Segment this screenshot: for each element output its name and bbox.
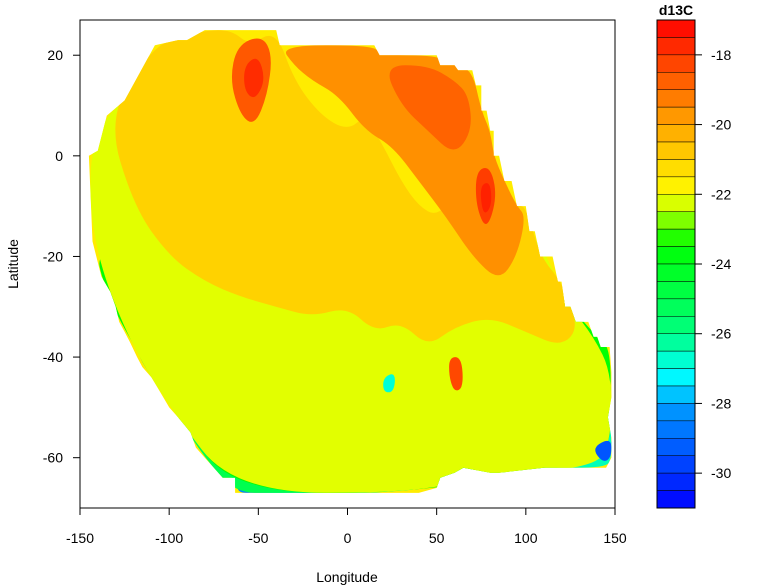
y-axis-title: Latitude xyxy=(5,239,21,289)
y-axis: 20 0 -20 -40 -60 xyxy=(43,47,81,466)
contour-band-16 xyxy=(595,440,612,461)
x-tick-label: -100 xyxy=(155,530,183,546)
colorbar-tick-label: -30 xyxy=(711,465,731,481)
x-tick-label: 0 xyxy=(344,530,352,546)
colorbar-swatch xyxy=(656,228,696,247)
contour-field xyxy=(88,30,612,493)
colorbar-swatch xyxy=(656,350,696,369)
y-tick-label: 0 xyxy=(55,148,63,164)
colorbar-swatch xyxy=(656,263,696,282)
x-tick-label: 100 xyxy=(514,530,538,546)
colorbar-swatch xyxy=(656,385,696,404)
contour-band-9 xyxy=(389,65,471,150)
colorbar-swatch xyxy=(656,194,696,212)
colorbar: -18 -20 -22 -24 -26 -28 -30 xyxy=(656,19,731,509)
colorbar-swatch xyxy=(656,298,696,317)
colorbar-tick-label: -24 xyxy=(711,256,731,272)
colorbar-swatch xyxy=(656,333,696,352)
colorbar-swatch xyxy=(656,54,696,73)
colorbar-swatch xyxy=(656,368,696,387)
colorbar-swatch xyxy=(656,472,696,491)
colorbar-swatch xyxy=(656,159,696,178)
colorbar-swatch xyxy=(656,124,696,143)
y-tick-label: 20 xyxy=(47,47,63,63)
contour-band-13 xyxy=(480,183,492,213)
x-axis-title: Longitude xyxy=(316,569,378,585)
colorbar-tick-label: -18 xyxy=(711,47,731,63)
y-tick-label: -20 xyxy=(43,248,63,264)
colorbar-swatch xyxy=(656,281,696,300)
x-tick-label: 150 xyxy=(603,530,627,546)
contour-band-11 xyxy=(244,58,264,98)
colorbar-swatch xyxy=(656,403,696,422)
colorbar-tick-label: -28 xyxy=(711,395,731,411)
x-axis: -150 -100 -50 0 50 100 150 xyxy=(66,507,627,546)
colorbar-tick-label: -22 xyxy=(711,186,731,202)
colorbar-swatch xyxy=(656,141,696,160)
colorbar-swatch xyxy=(656,37,696,56)
colorbar-swatch xyxy=(656,89,696,108)
contour-band-7 xyxy=(115,30,575,343)
colorbar-swatch xyxy=(656,211,696,230)
colorbar-swatch xyxy=(656,19,696,38)
x-tick-label: 50 xyxy=(429,530,445,546)
colorbar-swatch xyxy=(656,420,696,439)
colorbar-swatch xyxy=(656,490,696,509)
colorbar-swatch xyxy=(656,455,696,474)
colorbar-tick-label: -26 xyxy=(711,326,731,342)
colorbar-swatch xyxy=(656,72,696,90)
x-tick-label: -50 xyxy=(248,530,268,546)
y-tick-label: -40 xyxy=(43,349,63,365)
y-tick-label: -60 xyxy=(43,450,63,466)
x-tick-label: -150 xyxy=(66,530,94,546)
colorbar-swatch xyxy=(656,176,696,195)
contour-band-14 xyxy=(449,357,463,391)
colorbar-swatch xyxy=(656,106,696,125)
colorbar-tick-label: -20 xyxy=(711,117,731,133)
colorbar-swatch xyxy=(656,316,696,334)
colorbar-swatch xyxy=(656,438,696,456)
colorbar-swatch xyxy=(656,246,696,265)
contour-band-15 xyxy=(383,374,395,393)
colorbar-title: d13C xyxy=(659,2,693,18)
